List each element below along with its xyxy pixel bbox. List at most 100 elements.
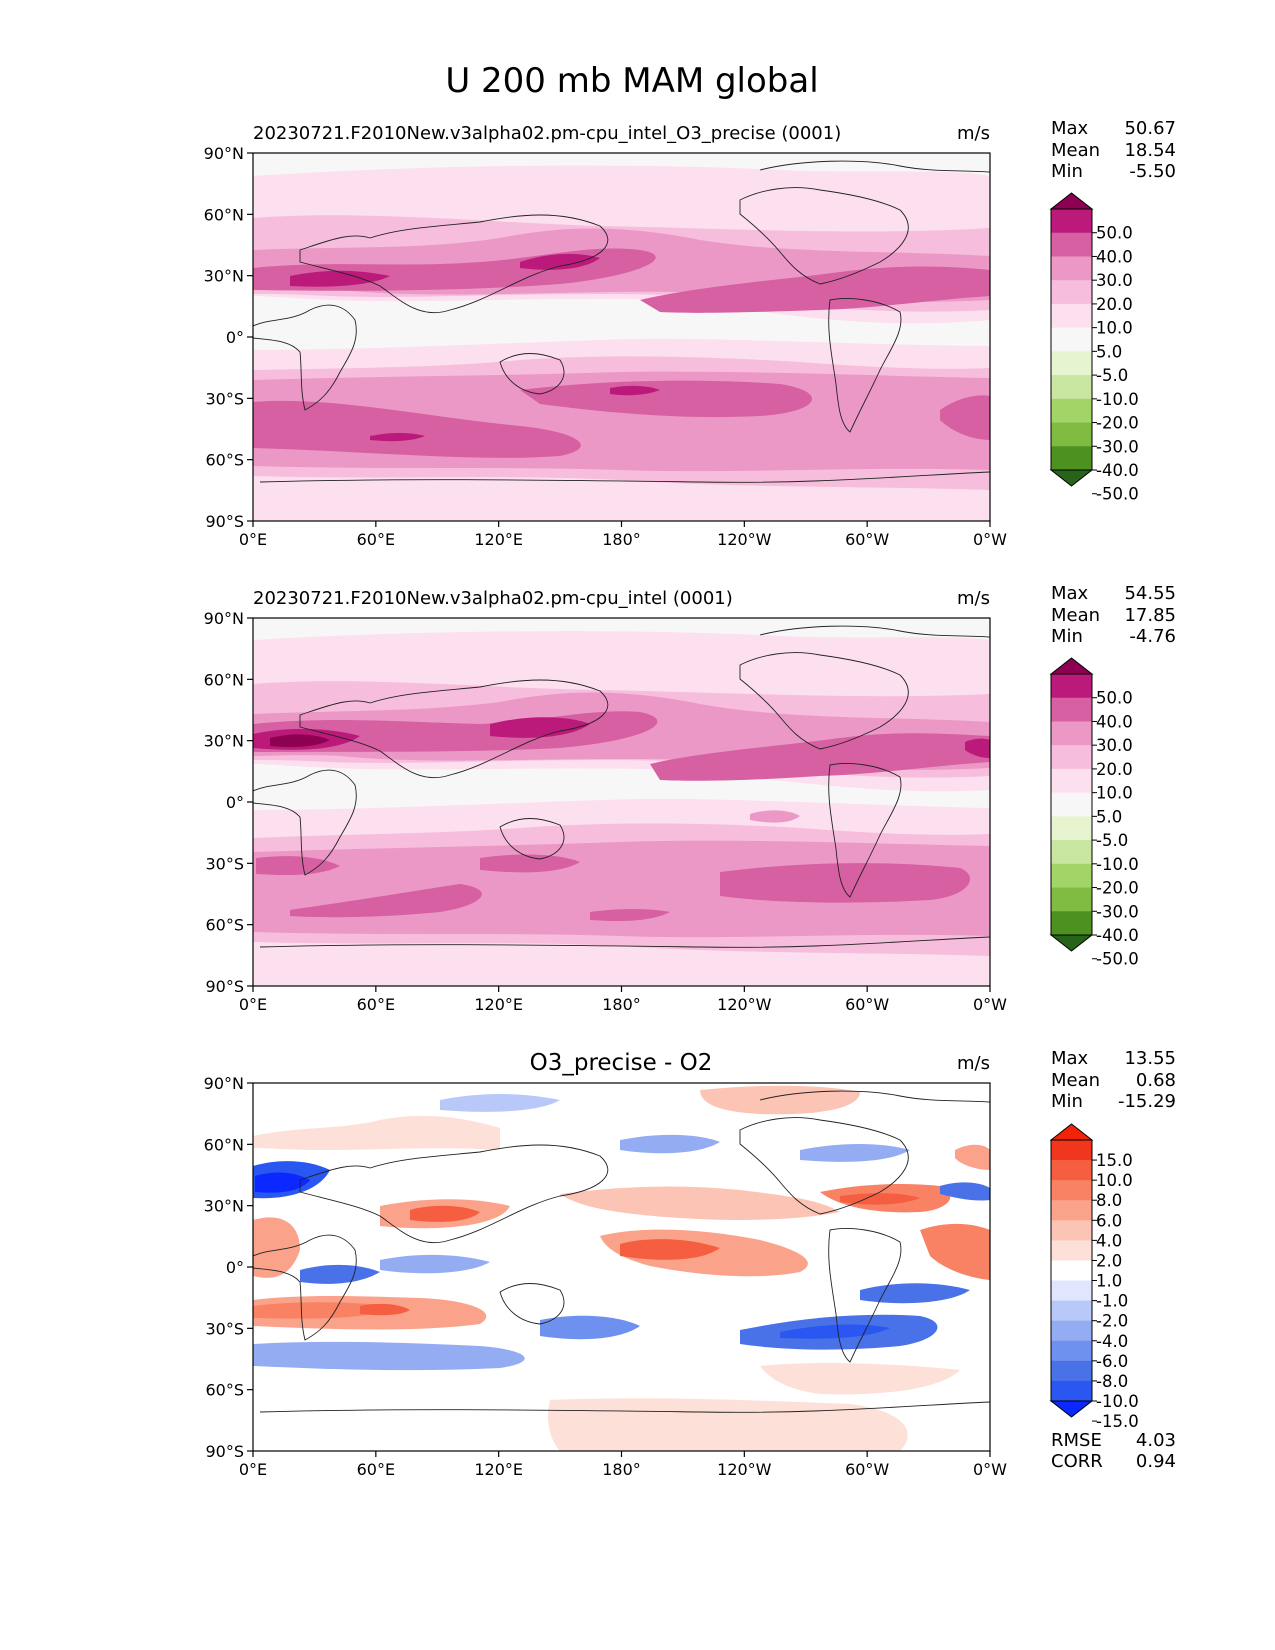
colorbar-segment	[1051, 375, 1092, 400]
colorbar-segment	[1051, 422, 1092, 447]
colorbar-label: 6.0	[1096, 1211, 1122, 1230]
panel-1-map	[253, 153, 990, 521]
colorbar-segment	[1051, 1160, 1092, 1181]
colorbar-segment	[1051, 209, 1092, 234]
panel-2-axis: 0°E 60°E 120°E 180° 120°W 60°W 0°W 90°N 60°N 30°N…	[204, 609, 1008, 1014]
x-tick-label: 60°W	[845, 530, 889, 549]
colorbar-label: -40.0	[1096, 461, 1139, 480]
panel-3-corr-label: CORR	[1051, 1451, 1103, 1472]
panel-3-min-label: Min	[1051, 1091, 1083, 1112]
colorbar-segment	[1051, 327, 1092, 352]
panel-2-units: m/s	[957, 588, 990, 609]
panel-2-min-value: -4.76	[1129, 626, 1176, 647]
colorbar-label: -4.0	[1096, 1332, 1128, 1351]
colorbar-label: 1.0	[1096, 1272, 1122, 1291]
colorbar-label: -30.0	[1096, 437, 1139, 456]
colorbar-segment	[1051, 887, 1092, 912]
colorbar-extend-max	[1049, 657, 1094, 675]
colorbar-frame	[1050, 208, 1093, 471]
x-tick-label: 0°E	[239, 530, 267, 549]
y-tick-label: 30°S	[205, 1319, 244, 1338]
colorbar-label: 10.0	[1096, 1171, 1133, 1190]
panel-2-min-label: Min	[1051, 626, 1083, 647]
colorbar-segment	[1051, 1380, 1092, 1402]
panel-3-min-value: -15.29	[1118, 1091, 1176, 1112]
colorbar-segment	[1051, 280, 1092, 305]
colorbar-label: 2.0	[1096, 1251, 1122, 1270]
panel-2-coastlines	[253, 625, 990, 948]
y-tick-label: 60°S	[205, 451, 244, 470]
y-tick-label: 30°S	[205, 389, 244, 408]
colorbar-label: 10.0	[1096, 784, 1133, 803]
x-tick-label: 0°E	[239, 995, 267, 1014]
panel-1-min-value: -5.50	[1129, 161, 1176, 182]
panel-3-max-label: Max	[1051, 1048, 1089, 1069]
x-tick-label: 180°	[602, 1460, 641, 1479]
y-tick-label: 30°N	[204, 732, 244, 751]
colorbar-segment	[1051, 1280, 1092, 1302]
x-tick-label: 60°W	[845, 995, 889, 1014]
colorbar-extend-max	[1049, 1123, 1094, 1141]
colorbar-segment	[1051, 1340, 1092, 1362]
colorbar-label: 40.0	[1096, 712, 1133, 731]
colorbar-label: 5.0	[1096, 807, 1122, 826]
y-tick-label: 90°S	[205, 977, 244, 996]
y-tick-label: 0°	[226, 793, 244, 812]
x-tick-label: 60°E	[357, 995, 395, 1014]
y-tick-label: 90°S	[205, 512, 244, 531]
colorbar-segment	[1051, 911, 1092, 936]
colorbar-label: 50.0	[1096, 224, 1133, 243]
colorbar-label: -5.0	[1096, 831, 1128, 850]
y-tick-label: 60°N	[204, 205, 244, 224]
x-tick-label: 60°E	[357, 1460, 395, 1479]
colorbar-label: -2.0	[1096, 1312, 1128, 1331]
colorbar-label: -5.0	[1096, 366, 1128, 385]
colorbar-label: 5.0	[1096, 342, 1122, 361]
colorbar-label: -40.0	[1096, 926, 1139, 945]
x-tick-label: 180°	[602, 995, 641, 1014]
panel-1-mean-label: Mean	[1051, 140, 1100, 161]
panel-1-contours	[253, 165, 990, 521]
colorbar-segment	[1051, 1360, 1092, 1382]
panel-1-min-label: Min	[1051, 161, 1083, 182]
panel-2: 20230721.F2010New.v3alpha02.pm-cpu_intel…	[204, 583, 1176, 1014]
panel-2-max-value: 54.55	[1124, 583, 1176, 604]
panel-3-coastlines	[253, 1090, 990, 1413]
colorbar-extend-min	[1049, 934, 1094, 952]
panel-3-stats: Max 13.55 Mean 0.68 Min -15.29 RMSE 4.03…	[1051, 1048, 1176, 1472]
colorbar-frame	[1050, 1139, 1093, 1402]
colorbar-segment	[1051, 256, 1092, 281]
panel-2-contours	[253, 631, 990, 986]
x-tick-label: 120°W	[717, 1460, 772, 1479]
y-tick-label: 60°S	[205, 1381, 244, 1400]
x-tick-label: 0°W	[973, 995, 1007, 1014]
colorbar-extend-min	[1049, 1400, 1094, 1418]
colorbar-label: -6.0	[1096, 1352, 1128, 1371]
panel-3: O3_precise - O2 m/s	[204, 1048, 1176, 1479]
colorbar-segment	[1051, 1180, 1092, 1201]
colorbar-segment	[1051, 1140, 1092, 1161]
colorbar-segment	[1051, 721, 1092, 746]
colorbar-segment	[1051, 1320, 1092, 1342]
colorbar-label: -15.0	[1096, 1412, 1139, 1431]
x-tick-label: 0°W	[973, 530, 1007, 549]
colorbar-label: -10.0	[1096, 855, 1139, 874]
colorbar-segment	[1051, 1200, 1092, 1221]
panel-3-colorbar: 15.010.08.06.04.02.01.0-1.0-2.0-4.0-6.0-…	[1049, 1123, 1139, 1431]
colorbar-segment	[1051, 232, 1092, 257]
colorbar-label: -1.0	[1096, 1292, 1128, 1311]
y-tick-label: 60°S	[205, 916, 244, 935]
colorbar-segment	[1051, 303, 1092, 329]
colorbar-label: 10.0	[1096, 319, 1133, 338]
x-tick-label: 120°E	[474, 1460, 523, 1479]
y-tick-label: 90°S	[205, 1442, 244, 1461]
colorbar-segment	[1051, 1260, 1092, 1282]
y-tick-label: 90°N	[204, 144, 244, 163]
colorbar-extend-min	[1049, 469, 1094, 487]
x-tick-label: 180°	[602, 530, 641, 549]
colorbar-label: 4.0	[1096, 1231, 1122, 1250]
y-tick-label: 0°	[226, 1258, 244, 1277]
colorbar-label: -50.0	[1096, 950, 1139, 969]
panel-3-mean-value: 0.68	[1136, 1070, 1176, 1091]
